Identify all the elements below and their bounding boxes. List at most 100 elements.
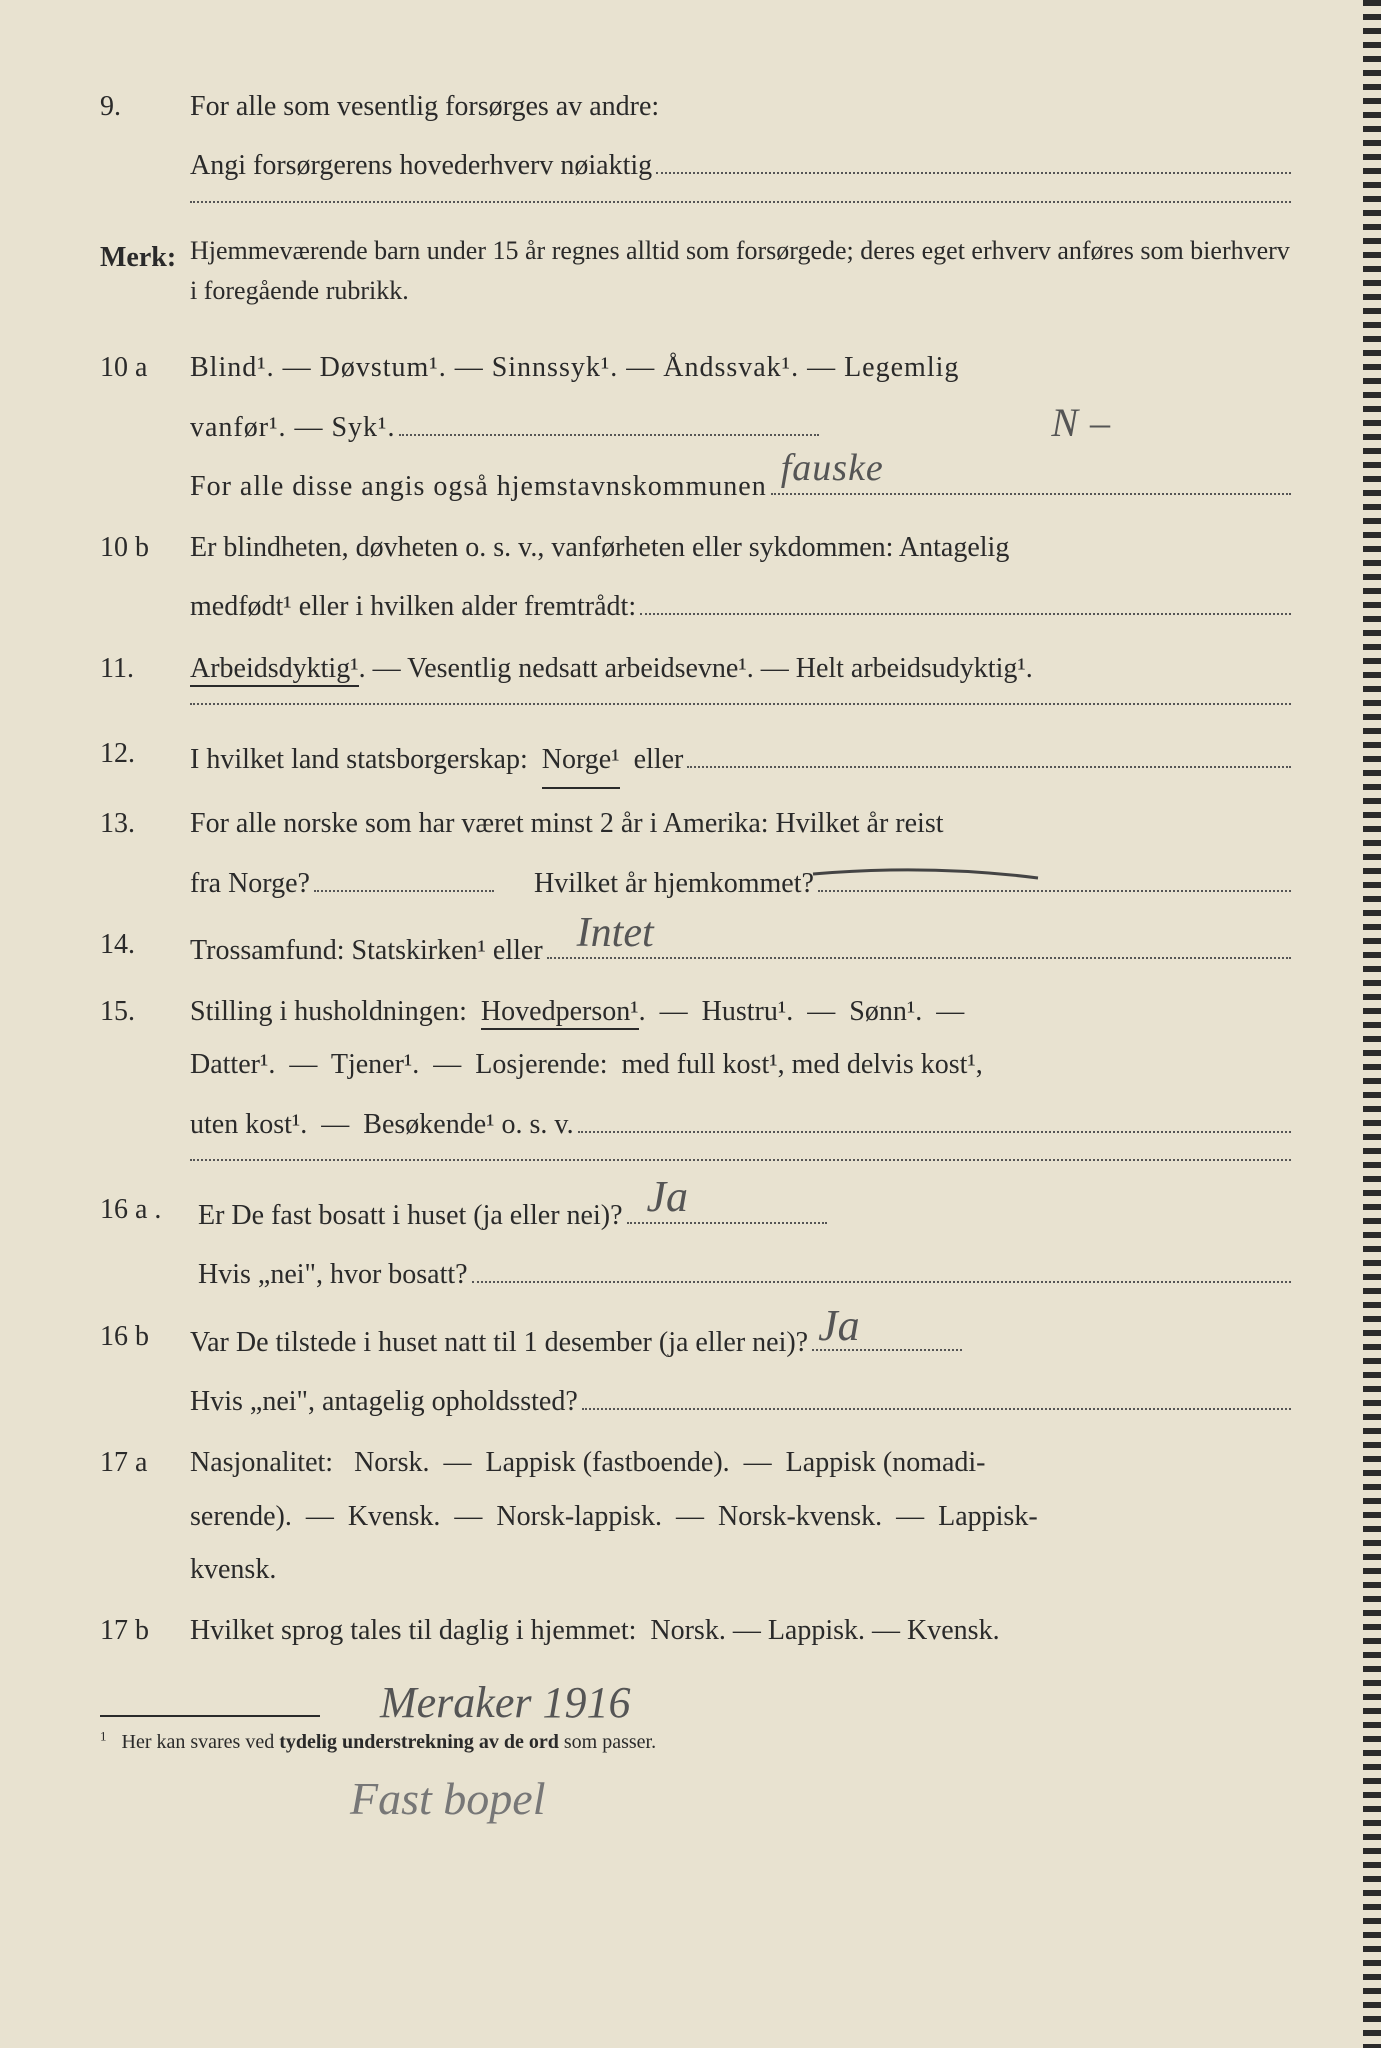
q17b-number: 17 b: [100, 1604, 190, 1657]
q15-line2: Datter¹. — Tjener¹. — Losjerende: med fu…: [190, 1038, 1291, 1091]
bottom-handwritten-1: Meraker 1916: [380, 1661, 631, 1745]
footnote-text-a: Her kan svares ved: [122, 1731, 280, 1753]
q10b-line1: Er blindheten, døvheten o. s. v., vanfør…: [190, 521, 1291, 574]
q16b-line2-text: Hvis „nei", antagelig opholdssted?: [190, 1375, 578, 1428]
question-14: 14. Trossamfund: Statskirken¹ eller Inte…: [100, 918, 1291, 977]
bottom-handwritten-2: Fast bopel: [350, 1755, 545, 1842]
question-16b: 16 b Var De tilstede i huset natt til 1 …: [100, 1310, 1291, 1429]
q16b-line2: Hvis „nei", antagelig opholdssted?: [190, 1369, 1291, 1428]
question-17a: 17 a Nasjonalitet: Norsk. — Lappisk (fas…: [100, 1436, 1291, 1596]
q10a-number: 10 a: [100, 341, 190, 513]
merk-text: Hjemmeværende barn under 15 år regnes al…: [190, 231, 1291, 312]
q12-number: 12.: [100, 727, 190, 789]
q16a-content: Er De fast bosatt i huset (ja eller nei)…: [198, 1183, 1291, 1302]
footnote: 1 Her kan svares ved tydelig understrekn…: [100, 1723, 1291, 1761]
q9-rule: [190, 201, 1291, 203]
q10b-line2: medfødt¹ eller i hvilken alder fremtrådt…: [190, 574, 1291, 633]
q16b-line1: Var De tilstede i huset natt til 1 desem…: [190, 1310, 1291, 1369]
q16b-blank1[interactable]: Ja: [812, 1310, 962, 1351]
q11-rule: [190, 703, 1291, 705]
q17a-line2: serende). — Kvensk. — Norsk-lappisk. — N…: [190, 1490, 1291, 1543]
q10b-number: 10 b: [100, 521, 190, 634]
q16a-line1: Er De fast bosatt i huset (ja eller nei)…: [198, 1183, 1291, 1242]
question-10b: 10 b Er blindheten, døvheten o. s. v., v…: [100, 521, 1291, 634]
q14-number: 14.: [100, 918, 190, 977]
q10a-line2: vanfør¹. — Syk¹. N –: [190, 394, 1291, 453]
q13-line2-a: fra Norge?: [190, 857, 310, 910]
q16b-number: 16 b: [100, 1310, 190, 1429]
q12-underlined: Norge¹: [542, 733, 620, 789]
question-17b: 17 b Hvilket sprog tales til daglig i hj…: [100, 1604, 1291, 1657]
q13-blank1[interactable]: [314, 850, 494, 891]
q15-number: 15.: [100, 985, 190, 1151]
question-10a: 10 a Blind¹. — Døvstum¹. — Sinnssyk¹. — …: [100, 341, 1291, 513]
q10a-blank1[interactable]: [399, 394, 819, 435]
q15-underlined: Hovedperson¹: [481, 996, 639, 1030]
q13-blank2[interactable]: [818, 850, 1291, 891]
q14-blank[interactable]: Intet: [547, 918, 1291, 959]
q16b-blank2[interactable]: [582, 1369, 1291, 1410]
q10a-blank2[interactable]: fauske: [771, 454, 1291, 495]
q10a-handwritten-1: N –: [1051, 385, 1111, 461]
q17a-line1: Nasjonalitet: Norsk. — Lappisk (fastboen…: [190, 1436, 1291, 1489]
merk-label: Merk:: [100, 231, 190, 312]
q12-text-a: I hvilket land statsborgerskap:: [190, 733, 542, 786]
q16a-line1-text: Er De fast bosatt i huset (ja eller nei)…: [198, 1189, 623, 1242]
footnote-rule: [100, 1715, 320, 1717]
q10a-content: Blind¹. — Døvstum¹. — Sinnssyk¹. — Åndss…: [190, 341, 1291, 513]
q16b-line1-text: Var De tilstede i huset natt til 1 desem…: [190, 1316, 808, 1369]
q12-text-b: eller: [620, 733, 684, 786]
q16a-handwritten: Ja: [647, 1155, 689, 1239]
strikethrough-mark: [808, 856, 1048, 896]
q10b-blank[interactable]: [640, 574, 1291, 615]
q17a-line3: kvensk.: [190, 1543, 1291, 1596]
q17a-number: 17 a: [100, 1436, 190, 1596]
q15-blank[interactable]: [578, 1092, 1291, 1133]
q11-content: Arbeidsdyktig¹. — Vesentlig nedsatt arbe…: [190, 642, 1291, 695]
q13-number: 13.: [100, 797, 190, 910]
q16b-handwritten: Ja: [818, 1284, 860, 1368]
census-form-page: 9. For alle som vesentlig forsørges av a…: [0, 0, 1381, 2048]
bottom-handwriting-wrap: Meraker 1916: [100, 1665, 1291, 1675]
q13-content: For alle norske som har været minst 2 år…: [190, 797, 1291, 910]
q15-content: Stilling i husholdningen: Hovedperson¹. …: [190, 985, 1291, 1151]
q9-content: For alle som vesentlig forsørges av andr…: [190, 80, 1291, 193]
q15-line1: Stilling i husholdningen: Hovedperson¹. …: [190, 985, 1291, 1038]
q15-rule: [190, 1159, 1291, 1161]
q10a-line2-text: vanfør¹. — Syk¹.: [190, 401, 395, 454]
q16b-content: Var De tilstede i huset natt til 1 desem…: [190, 1310, 1291, 1429]
q16a-line2: Hvis „nei", hvor bosatt?: [198, 1242, 1291, 1301]
merk-note: Merk: Hjemmeværende barn under 15 år reg…: [100, 231, 1291, 312]
q15-line3: uten kost¹. — Besøkende¹ o. s. v.: [190, 1092, 1291, 1151]
q17a-content: Nasjonalitet: Norsk. — Lappisk (fastboen…: [190, 1436, 1291, 1596]
q11-rest: . — Vesentlig nedsatt arbeidsevne¹. — He…: [359, 653, 1033, 684]
q16a-blank2[interactable]: [472, 1242, 1291, 1283]
q11-underlined: Arbeidsdyktig¹: [190, 653, 359, 687]
q16a-number: 16 a .: [100, 1183, 198, 1302]
q10b-content: Er blindheten, døvheten o. s. v., vanfør…: [190, 521, 1291, 634]
q16a-blank1[interactable]: Ja: [627, 1183, 827, 1224]
q10a-handwritten-2: fauske: [781, 432, 884, 504]
q9-line1: For alle som vesentlig forsørges av andr…: [190, 80, 1291, 133]
q16a-line2-text: Hvis „nei", hvor bosatt?: [198, 1248, 468, 1301]
q14-handwritten: Intet: [577, 894, 654, 974]
q11-number: 11.: [100, 642, 190, 695]
q9-line2-text: Angi forsørgerens hovederhverv nøiaktig: [190, 139, 652, 192]
q13-line1: For alle norske som har været minst 2 år…: [190, 797, 1291, 850]
q14-text: Trossamfund: Statskirken¹ eller: [190, 924, 543, 977]
question-15: 15. Stilling i husholdningen: Hovedperso…: [100, 985, 1291, 1151]
q12-blank[interactable]: [687, 727, 1291, 768]
q10a-line1: Blind¹. — Døvstum¹. — Sinnssyk¹. — Åndss…: [190, 341, 1291, 394]
q10b-line2-text: medfødt¹ eller i hvilken alder fremtrådt…: [190, 580, 636, 633]
q9-number: 9.: [100, 80, 190, 193]
question-16a: 16 a . Er De fast bosatt i huset (ja ell…: [100, 1183, 1291, 1302]
question-9: 9. For alle som vesentlig forsørges av a…: [100, 80, 1291, 193]
q17b-text: Hvilket sprog tales til daglig i hjemmet…: [190, 1604, 1291, 1657]
q13-line2: fra Norge? Hvilket år hjemkommet?: [190, 850, 1291, 909]
q12-content: I hvilket land statsborgerskap: Norge¹ e…: [190, 727, 1291, 789]
footnote-marker: 1: [100, 1729, 107, 1744]
q10a-line3: For alle disse angis også hjemstavnskomm…: [190, 454, 1291, 513]
q9-blank[interactable]: [656, 133, 1291, 174]
question-12: 12. I hvilket land statsborgerskap: Norg…: [100, 727, 1291, 789]
q15-line3-text: uten kost¹. — Besøkende¹ o. s. v.: [190, 1098, 574, 1151]
